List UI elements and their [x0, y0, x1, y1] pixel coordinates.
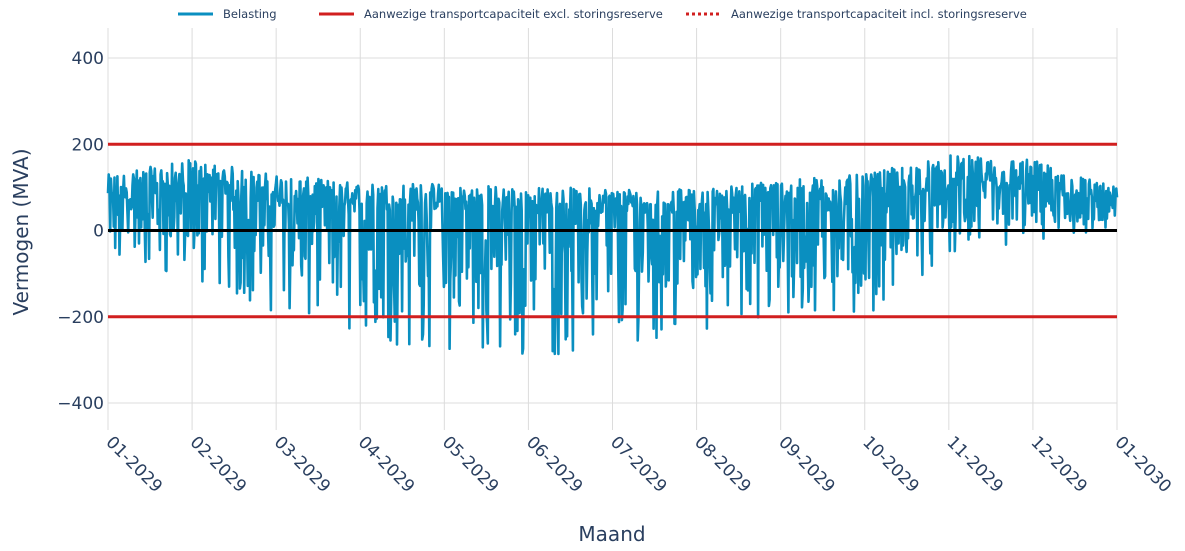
x-tick-label: 01-2030 [1111, 433, 1175, 497]
y-axis-title: Vermogen (MVA) [9, 148, 33, 315]
y-tick-label: 200 [72, 135, 104, 155]
y-tick-label: −400 [57, 394, 104, 414]
y-axis-ticks: 400 200 0 −200 −400 [57, 49, 104, 414]
legend-label: Belasting [223, 7, 277, 21]
x-tick-label: 01-2029 [102, 433, 166, 497]
y-tick-label: 400 [72, 49, 104, 69]
y-tick-label: 0 [93, 222, 104, 242]
legend-item: Aanwezige transportcapaciteit excl. stor… [319, 7, 663, 21]
x-tick-label: 06-2029 [522, 433, 586, 497]
belasting-line [106, 154, 1119, 356]
x-tick-label: 12-2029 [1027, 433, 1091, 497]
x-axis-ticks: 01-2029 02-2029 03-2029 04-2029 05-2029 06-20… [102, 433, 1175, 497]
x-tick-label: 04-2029 [354, 433, 418, 497]
x-tick-label: 03-2029 [270, 433, 334, 497]
legend-item: Aanwezige transportcapaciteit incl. stor… [686, 7, 1027, 21]
capacity-lines [108, 142, 1117, 319]
x-axis-title: Maand [578, 522, 645, 546]
x-tick-label: 08-2029 [690, 433, 754, 497]
series-belasting [106, 154, 1119, 356]
x-tick-label: 10-2029 [858, 433, 922, 497]
legend: Belasting Aanwezige transportcapaciteit e… [178, 7, 1027, 21]
x-tick-label: 02-2029 [186, 433, 250, 497]
x-tick-label: 07-2029 [606, 433, 670, 497]
legend-label: Aanwezige transportcapaciteit incl. stor… [731, 7, 1027, 21]
x-tick-label: 05-2029 [438, 433, 502, 497]
x-tick-label: 09-2029 [774, 433, 838, 497]
legend-label: Aanwezige transportcapaciteit excl. stor… [364, 7, 663, 21]
legend-item: Belasting [178, 7, 277, 21]
y-tick-label: −200 [57, 308, 104, 328]
x-tick-label: 11-2029 [942, 433, 1006, 497]
